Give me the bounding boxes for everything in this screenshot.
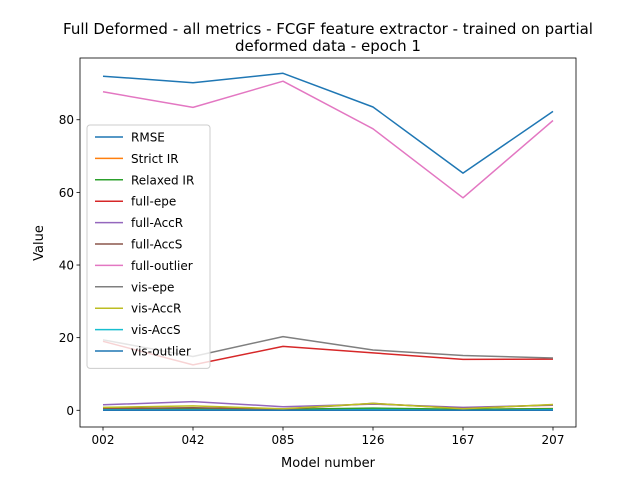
chart-title-line-2: deformed data - epoch 1 xyxy=(235,37,421,55)
legend-label: full-AccR xyxy=(131,216,183,230)
x-tick-label: 042 xyxy=(182,433,205,447)
x-tick-label: 002 xyxy=(92,433,115,447)
legend-label: Relaxed IR xyxy=(131,173,194,187)
legend-label: full-outlier xyxy=(131,259,193,273)
series-line-vis-accr xyxy=(102,402,554,410)
y-axis-label: Value xyxy=(32,225,47,261)
legend-label: full-AccS xyxy=(131,238,182,252)
legend-label: vis-outlier xyxy=(131,345,191,359)
x-tick-label: 126 xyxy=(362,433,385,447)
plot-area: 002 042 085 126 167 207 0 20 40 60 80 RMSE Strict IR… xyxy=(59,57,577,447)
x-tick-label: 207 xyxy=(542,433,565,447)
chart-title-line-1: Full Deformed - all metrics - FCGF featu… xyxy=(63,20,593,38)
x-tick-label: 167 xyxy=(452,433,475,447)
y-tick-label: 40 xyxy=(59,259,74,273)
y-tick-label: 80 xyxy=(59,113,74,127)
legend-label: vis-AccS xyxy=(131,323,181,337)
y-tick-label: 60 xyxy=(59,186,74,200)
legend-label: full-epe xyxy=(131,195,176,209)
legend-label: vis-AccR xyxy=(131,302,181,316)
legend-label: RMSE xyxy=(131,131,165,145)
y-tick-label: 0 xyxy=(66,404,74,418)
series-line-relaxed-ir xyxy=(102,407,554,410)
x-tick-label: 085 xyxy=(272,433,295,447)
legend-label: Strict IR xyxy=(131,152,179,166)
x-axis-label: Model number xyxy=(281,456,376,471)
legend-label: vis-epe xyxy=(131,280,174,294)
axes-frame xyxy=(79,57,577,428)
series-line-full-outlier xyxy=(102,80,554,199)
y-tick-label: 20 xyxy=(59,331,74,345)
series-line-rmse xyxy=(102,72,554,174)
